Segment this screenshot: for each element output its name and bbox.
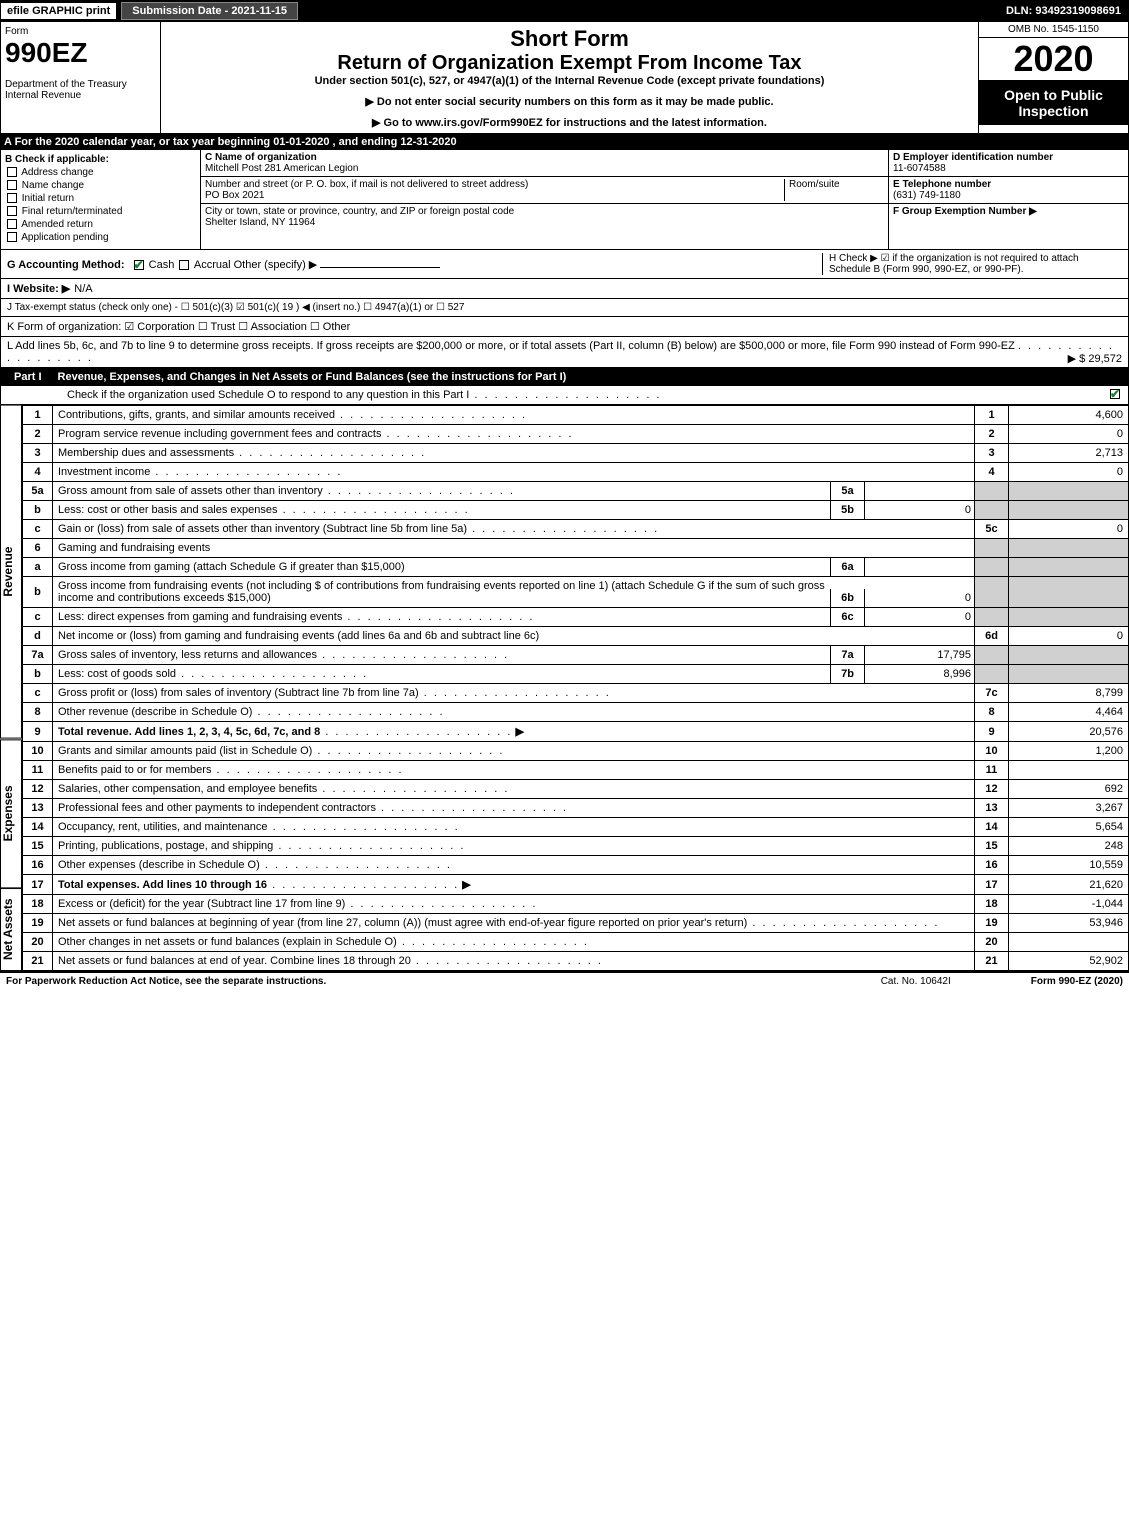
org-info: C Name of organization Mitchell Post 281…: [201, 150, 888, 249]
form-number: 990EZ: [5, 37, 156, 69]
row-7b: bLess: cost of goods sold7b8,996: [23, 665, 1129, 684]
phone-row: E Telephone number (631) 749-1180: [889, 177, 1128, 204]
row-14: 14Occupancy, rent, utilities, and mainte…: [23, 818, 1129, 837]
netassets-side-label: Net Assets: [0, 888, 22, 971]
department-label: Department of the Treasury Internal Reve…: [5, 79, 156, 101]
row-6d: dNet income or (loss) from gaming and fu…: [23, 627, 1129, 646]
revenue-side-label: Revenue: [0, 405, 22, 739]
part-1-check: Check if the organization used Schedule …: [0, 386, 1129, 405]
open-to-public: Open to Public Inspection: [979, 81, 1128, 125]
row-5b: bLess: cost or other basis and sales exp…: [23, 501, 1129, 520]
row-4: 4Investment income40: [23, 463, 1129, 482]
line-k: K Form of organization: ☑ Corporation ☐ …: [0, 317, 1129, 337]
dln-label: DLN: 93492319098691: [1006, 5, 1129, 17]
expenses-side-label: Expenses: [0, 739, 22, 888]
line-h: H Check ▶ ☑ if the organization is not r…: [822, 253, 1122, 275]
header-right: OMB No. 1545-1150 2020 Open to Public In…: [978, 22, 1128, 133]
header-center: Short Form Return of Organization Exempt…: [161, 22, 978, 133]
subtitle: Under section 501(c), 527, or 4947(a)(1)…: [165, 75, 974, 87]
form-word: Form: [5, 26, 156, 37]
submission-date: Submission Date - 2021-11-15: [121, 2, 298, 20]
phone-value: (631) 749-1180: [893, 190, 961, 201]
footer-cat: Cat. No. 10642I: [881, 976, 951, 987]
room-suite: Room/suite: [784, 179, 884, 201]
org-city: Shelter Island, NY 11964: [205, 217, 315, 228]
footer-left: For Paperwork Reduction Act Notice, see …: [6, 976, 326, 987]
line-i: I Website: ▶N/A: [0, 279, 1129, 299]
org-address-row: Number and street (or P. O. box, if mail…: [201, 177, 888, 204]
org-name-row: C Name of organization Mitchell Post 281…: [201, 150, 888, 177]
row-21: 21Net assets or fund balances at end of …: [23, 952, 1129, 971]
opt-address-change[interactable]: Address change: [5, 167, 196, 178]
row-6c: cLess: direct expenses from gaming and f…: [23, 608, 1129, 627]
part-1-label: Part I: [6, 371, 50, 383]
opt-name-change[interactable]: Name change: [5, 180, 196, 191]
row-10: 10Grants and similar amounts paid (list …: [23, 742, 1129, 761]
check-if-applicable: B Check if applicable: Address change Na…: [1, 150, 201, 249]
ein-row: D Employer identification number 11-6074…: [889, 150, 1128, 177]
org-address: PO Box 2021: [205, 190, 264, 201]
line-l-amount: ▶ $ 29,572: [1068, 352, 1122, 365]
opt-initial-return[interactable]: Initial return: [5, 193, 196, 204]
tax-year: 2020: [979, 38, 1128, 81]
main-table: 1Contributions, gifts, grants, and simil…: [22, 405, 1129, 971]
row-18: 18Excess or (deficit) for the year (Subt…: [23, 895, 1129, 914]
row-11: 11Benefits paid to or for members11: [23, 761, 1129, 780]
part-1-grid: Revenue Expenses Net Assets 1Contributio…: [0, 405, 1129, 971]
row-3: 3Membership dues and assessments32,713: [23, 444, 1129, 463]
g-label: G Accounting Method:: [7, 259, 125, 271]
page-footer: For Paperwork Reduction Act Notice, see …: [0, 971, 1129, 990]
header-left: Form 990EZ Department of the Treasury In…: [1, 22, 161, 133]
form-header: Form 990EZ Department of the Treasury In…: [0, 22, 1129, 134]
line-a: A For the 2020 calendar year, or tax yea…: [0, 134, 1129, 150]
part-1-header: Part I Revenue, Expenses, and Changes in…: [0, 368, 1129, 386]
org-city-row: City or town, state or province, country…: [201, 204, 888, 230]
line-l: L Add lines 5b, 6c, and 7b to line 9 to …: [0, 337, 1129, 368]
row-17: 17Total expenses. Add lines 10 through 1…: [23, 875, 1129, 895]
line-g-h: G Accounting Method: Cash Accrual Other …: [0, 250, 1129, 279]
main-title: Return of Organization Exempt From Incom…: [165, 52, 974, 75]
ein-value: 11-6074588: [893, 163, 946, 174]
row-15: 15Printing, publications, postage, and s…: [23, 837, 1129, 856]
row-6b: bGross income from fundraising events (n…: [23, 577, 1129, 608]
g-accrual-check[interactable]: [179, 260, 189, 270]
row-6: 6Gaming and fundraising events: [23, 539, 1129, 558]
row-16: 16Other expenses (describe in Schedule O…: [23, 856, 1129, 875]
line-j: J Tax-exempt status (check only one) - ☐…: [0, 299, 1129, 317]
row-6a: aGross income from gaming (attach Schedu…: [23, 558, 1129, 577]
note-1: ▶ Do not enter social security numbers o…: [165, 95, 974, 108]
row-5a: 5aGross amount from sale of assets other…: [23, 482, 1129, 501]
opt-amended-return[interactable]: Amended return: [5, 219, 196, 230]
org-name: Mitchell Post 281 American Legion: [205, 163, 358, 174]
footer-right: Form 990-EZ (2020): [1031, 976, 1123, 987]
top-bar: efile GRAPHIC print Submission Date - 20…: [0, 0, 1129, 22]
row-7c: cGross profit or (loss) from sales of in…: [23, 684, 1129, 703]
omb-number: OMB No. 1545-1150: [979, 22, 1128, 38]
group-exemption-row: F Group Exemption Number ▶: [889, 204, 1128, 219]
row-19: 19Net assets or fund balances at beginni…: [23, 914, 1129, 933]
row-12: 12Salaries, other compensation, and empl…: [23, 780, 1129, 799]
row-9: 9Total revenue. Add lines 1, 2, 3, 4, 5c…: [23, 722, 1129, 742]
website-value: N/A: [74, 283, 92, 295]
b-label: B Check if applicable:: [5, 154, 109, 165]
right-info: D Employer identification number 11-6074…: [888, 150, 1128, 249]
short-form-title: Short Form: [165, 26, 974, 52]
opt-application-pending[interactable]: Application pending: [5, 232, 196, 243]
efile-label[interactable]: efile GRAPHIC print: [0, 2, 117, 20]
g-cash-check[interactable]: [134, 260, 144, 270]
row-20: 20Other changes in net assets or fund ba…: [23, 933, 1129, 952]
row-8: 8Other revenue (describe in Schedule O)8…: [23, 703, 1129, 722]
section-b: B Check if applicable: Address change Na…: [0, 150, 1129, 250]
opt-final-return[interactable]: Final return/terminated: [5, 206, 196, 217]
part-1-title: Revenue, Expenses, and Changes in Net As…: [50, 371, 1123, 383]
row-5c: cGain or (loss) from sale of assets othe…: [23, 520, 1129, 539]
row-1: 1Contributions, gifts, grants, and simil…: [23, 406, 1129, 425]
part-1-checkbox[interactable]: [1110, 389, 1120, 399]
row-13: 13Professional fees and other payments t…: [23, 799, 1129, 818]
row-7a: 7aGross sales of inventory, less returns…: [23, 646, 1129, 665]
row-2: 2Program service revenue including gover…: [23, 425, 1129, 444]
note-2[interactable]: ▶ Go to www.irs.gov/Form990EZ for instru…: [165, 116, 974, 129]
